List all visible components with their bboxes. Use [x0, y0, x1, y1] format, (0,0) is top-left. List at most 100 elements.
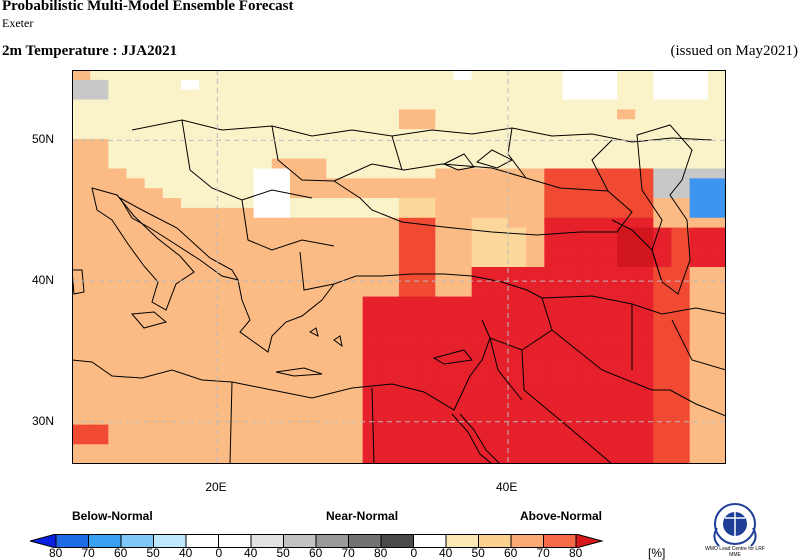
grid-cell — [217, 395, 237, 406]
grid-cell — [562, 129, 582, 140]
grid-cell — [562, 355, 582, 367]
grid-cell — [308, 70, 327, 81]
grid-cell — [217, 138, 237, 150]
grid-cell — [72, 217, 91, 229]
grid-cell — [471, 365, 491, 376]
legend-tick-label: 60 — [114, 546, 128, 560]
grid-cell — [90, 355, 109, 367]
grid-cell — [72, 306, 91, 317]
grid-cell — [707, 129, 726, 140]
legend-tick-label: 50 — [276, 546, 290, 560]
grid-cell — [217, 345, 237, 357]
grid-cell — [126, 109, 146, 120]
grid-cell — [526, 345, 545, 357]
grid-cell — [707, 326, 726, 337]
grid-cell — [617, 414, 636, 426]
grid-cell — [653, 454, 673, 464]
grid-cell — [181, 286, 200, 298]
grid-cell — [162, 286, 182, 298]
grid-cell — [344, 306, 364, 317]
grid-cell — [598, 188, 618, 199]
grid-cell — [126, 198, 146, 209]
grid-cell — [362, 306, 382, 317]
grid-cell — [617, 227, 636, 239]
grid-cell — [453, 326, 473, 337]
grid-cell — [108, 267, 128, 278]
grid-cell — [108, 395, 128, 406]
grid-cell — [544, 276, 564, 288]
grid-cell — [653, 267, 673, 278]
grid-cell — [580, 424, 600, 436]
grid-cell — [707, 414, 726, 426]
grid-cell — [653, 316, 673, 327]
grid-cell — [144, 198, 164, 209]
grid-cell — [326, 188, 346, 199]
grid-cell — [617, 306, 636, 317]
grid-cell — [326, 267, 346, 278]
map-subtitle: Exeter — [2, 16, 34, 30]
grid-cell — [417, 404, 436, 416]
grid-cell — [689, 188, 709, 199]
legend-tick-label: 60 — [504, 546, 518, 560]
grid-cell — [362, 168, 382, 179]
grid-cell — [471, 375, 491, 386]
grid-cell — [562, 267, 582, 278]
grid-cell — [489, 257, 509, 268]
grid-cell — [417, 109, 436, 120]
grid-cell — [417, 158, 436, 170]
grid-cell — [617, 454, 636, 464]
grid-cell — [253, 217, 273, 229]
grid-cell — [199, 276, 218, 288]
grid-cell — [508, 237, 527, 248]
grid-cell — [181, 79, 200, 91]
grid-cell — [489, 158, 509, 170]
grid-cell — [380, 434, 400, 445]
grid-cell — [144, 454, 164, 464]
grid-cell — [598, 109, 618, 120]
grid-cell — [508, 355, 527, 367]
grid-cell — [72, 119, 91, 130]
grid-cell — [617, 276, 636, 288]
grid-cell — [271, 267, 291, 278]
grid-cell — [526, 444, 545, 455]
grid-cell — [508, 158, 527, 170]
grid-cell — [562, 434, 582, 445]
grid-cell — [562, 306, 582, 317]
grid-cell — [362, 296, 382, 307]
grid-cell — [362, 188, 382, 199]
grid-cell — [144, 109, 164, 120]
grid-cell — [508, 247, 527, 258]
grid-cell — [489, 434, 509, 445]
grid-cell — [326, 129, 346, 140]
grid-cell — [199, 424, 218, 436]
grid-cell — [598, 316, 618, 327]
grid-cell — [453, 296, 473, 307]
grid-cell — [162, 99, 182, 110]
grid-cell — [562, 89, 582, 101]
grid-cell — [435, 109, 455, 120]
grid-cell — [508, 217, 527, 229]
grid-cell — [90, 178, 109, 189]
probability-grid — [72, 70, 726, 464]
grid-cell — [326, 326, 346, 337]
grid-cell — [144, 385, 164, 396]
grid-cell — [199, 70, 218, 81]
grid-cell — [308, 316, 327, 327]
grid-cell — [435, 276, 455, 288]
grid-cell — [290, 227, 309, 239]
map-title: Probabilistic Multi-Model Ensemble Forec… — [2, 0, 294, 14]
grid-cell — [671, 178, 691, 189]
grid-cell — [162, 296, 182, 307]
grid-cell — [399, 365, 418, 376]
grid-cell — [126, 316, 146, 327]
grid-cell — [526, 375, 545, 386]
grid-cell — [544, 316, 564, 327]
grid-cell — [181, 99, 200, 110]
grid-cell — [417, 198, 436, 209]
grid-cell — [90, 79, 109, 91]
legend-below-normal: Below-Normal — [72, 509, 153, 523]
grid-cell — [162, 345, 182, 357]
grid-cell — [508, 345, 527, 357]
grid-cell — [217, 424, 237, 436]
grid-cell — [489, 247, 509, 258]
